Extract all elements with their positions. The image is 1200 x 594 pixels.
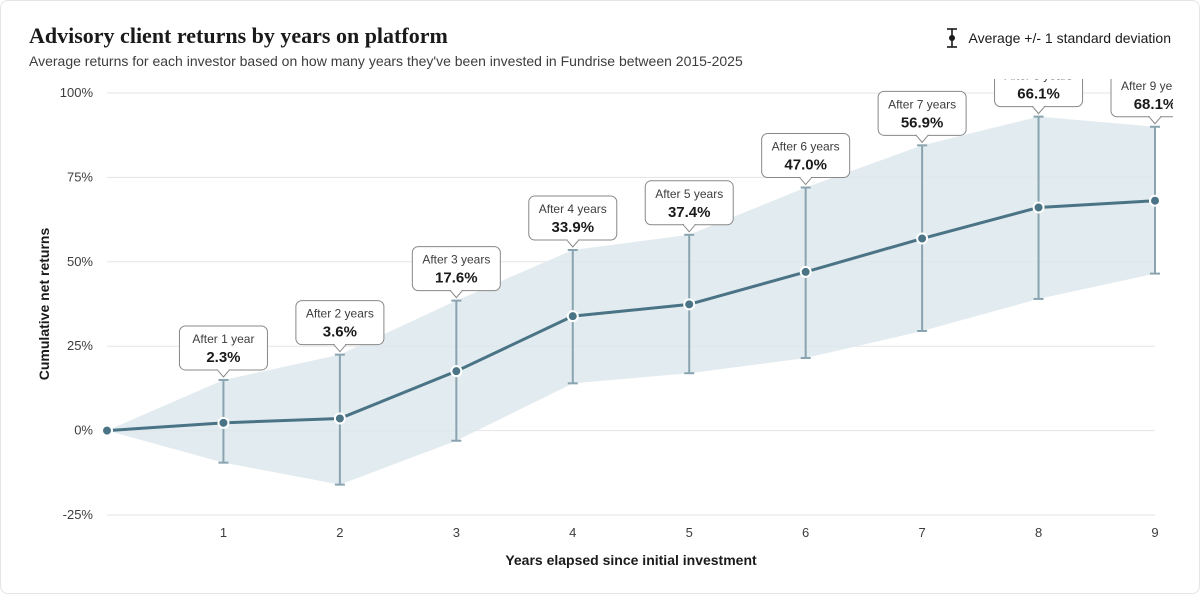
value-tooltip: After 2 years 3.6%: [296, 301, 384, 352]
svg-text:25%: 25%: [67, 338, 93, 353]
legend: Average +/- 1 standard deviation: [943, 27, 1172, 49]
data-point: [684, 299, 694, 309]
value-tooltip: After 3 years 17.6%: [412, 247, 500, 298]
svg-text:3.6%: 3.6%: [323, 324, 357, 341]
svg-text:After 8 years: After 8 years: [1005, 79, 1073, 83]
svg-text:68.1%: 68.1%: [1134, 96, 1173, 113]
svg-text:66.1%: 66.1%: [1017, 86, 1060, 103]
svg-text:17.6%: 17.6%: [435, 270, 478, 287]
svg-text:After 5 years: After 5 years: [655, 187, 723, 201]
titles: Advisory client returns by years on plat…: [29, 23, 943, 69]
value-tooltip: After 5 years 37.4%: [645, 181, 733, 232]
data-point: [1150, 196, 1160, 206]
svg-text:33.9%: 33.9%: [552, 219, 595, 236]
value-tooltip: After 4 years 33.9%: [529, 196, 617, 247]
svg-text:After 9 years: After 9 years: [1121, 79, 1173, 93]
data-point: [801, 267, 811, 277]
svg-text:After 6 years: After 6 years: [772, 140, 840, 154]
svg-text:0%: 0%: [74, 423, 93, 438]
chart-subtitle: Average returns for each investor based …: [29, 53, 943, 69]
svg-text:100%: 100%: [60, 85, 94, 100]
chart-title: Advisory client returns by years on plat…: [29, 23, 943, 49]
legend-label: Average +/- 1 standard deviation: [969, 30, 1172, 46]
data-point: [102, 426, 112, 436]
x-axis-title: Years elapsed since initial investment: [505, 552, 757, 568]
value-tooltip: After 8 years 66.1%: [995, 79, 1083, 114]
chart-svg: -25% 0% 25% 50% 75% 100% 1 2 3 4 5 6 7 8 9 After 1 year…: [29, 79, 1173, 577]
svg-text:47.0%: 47.0%: [784, 157, 827, 174]
header-row: Advisory client returns by years on plat…: [29, 23, 1171, 69]
svg-text:8: 8: [1035, 525, 1042, 540]
data-point: [218, 418, 228, 428]
svg-text:-25%: -25%: [63, 507, 94, 522]
svg-text:75%: 75%: [67, 169, 93, 184]
svg-text:3: 3: [453, 525, 460, 540]
errorbar-legend-icon: [943, 27, 961, 49]
chart-card: Advisory client returns by years on plat…: [0, 0, 1200, 594]
chart-area: -25% 0% 25% 50% 75% 100% 1 2 3 4 5 6 7 8 9 After 1 year…: [29, 79, 1171, 575]
y-axis-title: Cumulative net returns: [36, 228, 52, 381]
svg-text:After 2 years: After 2 years: [306, 307, 374, 321]
svg-text:After 1 year: After 1 year: [192, 332, 254, 346]
svg-text:56.9%: 56.9%: [901, 114, 944, 131]
svg-text:2: 2: [336, 525, 343, 540]
svg-text:50%: 50%: [67, 254, 93, 269]
value-tooltip: After 6 years 47.0%: [762, 134, 850, 185]
data-point: [1034, 202, 1044, 212]
data-point: [917, 234, 927, 244]
svg-text:4: 4: [569, 525, 576, 540]
svg-text:2.3%: 2.3%: [206, 349, 240, 366]
svg-text:5: 5: [686, 525, 693, 540]
svg-text:9: 9: [1151, 525, 1158, 540]
value-tooltip: After 1 year 2.3%: [179, 326, 267, 377]
svg-text:1: 1: [220, 525, 227, 540]
svg-text:After 3 years: After 3 years: [422, 253, 490, 267]
svg-text:6: 6: [802, 525, 809, 540]
value-tooltip: After 7 years 56.9%: [878, 91, 966, 142]
svg-text:7: 7: [918, 525, 925, 540]
data-point: [335, 413, 345, 423]
data-point: [451, 366, 461, 376]
svg-text:After 4 years: After 4 years: [539, 202, 607, 216]
value-tooltip: After 9 years 68.1%: [1111, 79, 1173, 124]
svg-text:37.4%: 37.4%: [668, 204, 711, 221]
svg-text:After 7 years: After 7 years: [888, 97, 956, 111]
confidence-band: [107, 117, 1155, 485]
data-point: [568, 311, 578, 321]
